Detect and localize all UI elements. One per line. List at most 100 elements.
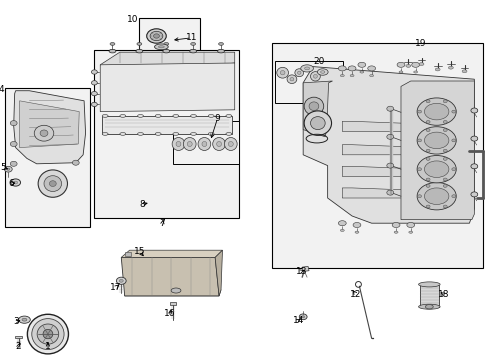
Ellipse shape [470, 192, 477, 197]
Ellipse shape [304, 97, 323, 115]
Ellipse shape [4, 166, 12, 172]
Ellipse shape [225, 132, 231, 135]
Ellipse shape [154, 44, 168, 50]
Ellipse shape [367, 66, 375, 71]
Ellipse shape [276, 67, 288, 78]
Bar [274, 61, 343, 103]
Polygon shape [14, 91, 85, 164]
Ellipse shape [418, 282, 439, 287]
Ellipse shape [110, 42, 115, 45]
Bar [5, 88, 90, 227]
Ellipse shape [442, 149, 446, 152]
Ellipse shape [137, 132, 143, 135]
Ellipse shape [202, 141, 206, 147]
Ellipse shape [425, 129, 429, 131]
Ellipse shape [171, 288, 181, 293]
Ellipse shape [190, 132, 196, 135]
Ellipse shape [416, 156, 455, 183]
Ellipse shape [308, 102, 318, 111]
Ellipse shape [10, 161, 17, 166]
Ellipse shape [413, 71, 417, 73]
Ellipse shape [310, 117, 325, 130]
Ellipse shape [304, 67, 309, 70]
Ellipse shape [216, 141, 221, 147]
Ellipse shape [217, 49, 224, 53]
Ellipse shape [183, 138, 196, 150]
Ellipse shape [43, 329, 53, 339]
Ellipse shape [297, 71, 301, 74]
Ellipse shape [286, 75, 296, 84]
Ellipse shape [391, 222, 399, 228]
Polygon shape [121, 250, 222, 257]
Text: 9: 9 [214, 113, 220, 122]
Ellipse shape [386, 106, 393, 111]
Ellipse shape [425, 205, 429, 208]
Ellipse shape [190, 114, 196, 117]
Ellipse shape [451, 168, 455, 171]
Ellipse shape [27, 314, 68, 354]
Ellipse shape [340, 229, 344, 231]
Text: 10: 10 [126, 15, 138, 24]
Ellipse shape [137, 42, 142, 45]
Ellipse shape [37, 324, 59, 344]
Ellipse shape [225, 114, 231, 117]
Ellipse shape [451, 139, 455, 142]
Ellipse shape [417, 110, 421, 113]
Ellipse shape [425, 178, 429, 181]
Ellipse shape [172, 138, 184, 150]
Ellipse shape [146, 29, 166, 43]
Ellipse shape [137, 114, 143, 117]
Ellipse shape [418, 304, 439, 309]
Text: 16: 16 [164, 309, 176, 318]
Ellipse shape [447, 66, 452, 69]
Text: 8: 8 [139, 200, 144, 209]
Ellipse shape [386, 163, 393, 168]
Ellipse shape [155, 132, 161, 135]
Text: 15: 15 [133, 247, 145, 256]
Ellipse shape [393, 231, 397, 233]
Ellipse shape [386, 134, 393, 139]
Text: 13: 13 [295, 266, 307, 276]
Ellipse shape [198, 138, 210, 150]
Ellipse shape [299, 314, 306, 320]
Ellipse shape [280, 71, 285, 75]
Ellipse shape [349, 75, 353, 77]
Polygon shape [302, 266, 308, 271]
Ellipse shape [155, 114, 161, 117]
Text: 12: 12 [349, 290, 361, 299]
Bar [94, 50, 238, 218]
Ellipse shape [228, 141, 233, 147]
Ellipse shape [34, 125, 54, 141]
Text: 17: 17 [110, 283, 122, 292]
Ellipse shape [163, 42, 168, 45]
Polygon shape [15, 336, 22, 338]
Ellipse shape [424, 103, 448, 120]
Ellipse shape [190, 42, 195, 45]
Ellipse shape [44, 176, 61, 192]
Ellipse shape [294, 69, 303, 77]
Ellipse shape [417, 139, 421, 142]
Polygon shape [342, 166, 410, 178]
Ellipse shape [72, 160, 79, 165]
Ellipse shape [310, 72, 320, 81]
Ellipse shape [408, 231, 412, 233]
Text: 19: 19 [414, 40, 426, 49]
Polygon shape [124, 290, 221, 296]
Ellipse shape [442, 121, 446, 123]
Ellipse shape [470, 164, 477, 169]
Bar [271, 43, 482, 268]
Ellipse shape [442, 129, 446, 131]
Polygon shape [121, 257, 219, 296]
Ellipse shape [22, 318, 27, 321]
Ellipse shape [10, 121, 17, 126]
Ellipse shape [451, 195, 455, 198]
Ellipse shape [396, 62, 404, 67]
Ellipse shape [317, 69, 327, 75]
Ellipse shape [19, 316, 30, 323]
Ellipse shape [340, 75, 344, 77]
Ellipse shape [163, 49, 169, 53]
Polygon shape [215, 250, 222, 296]
Ellipse shape [442, 178, 446, 181]
Ellipse shape [442, 100, 446, 103]
Text: 4: 4 [0, 85, 4, 94]
